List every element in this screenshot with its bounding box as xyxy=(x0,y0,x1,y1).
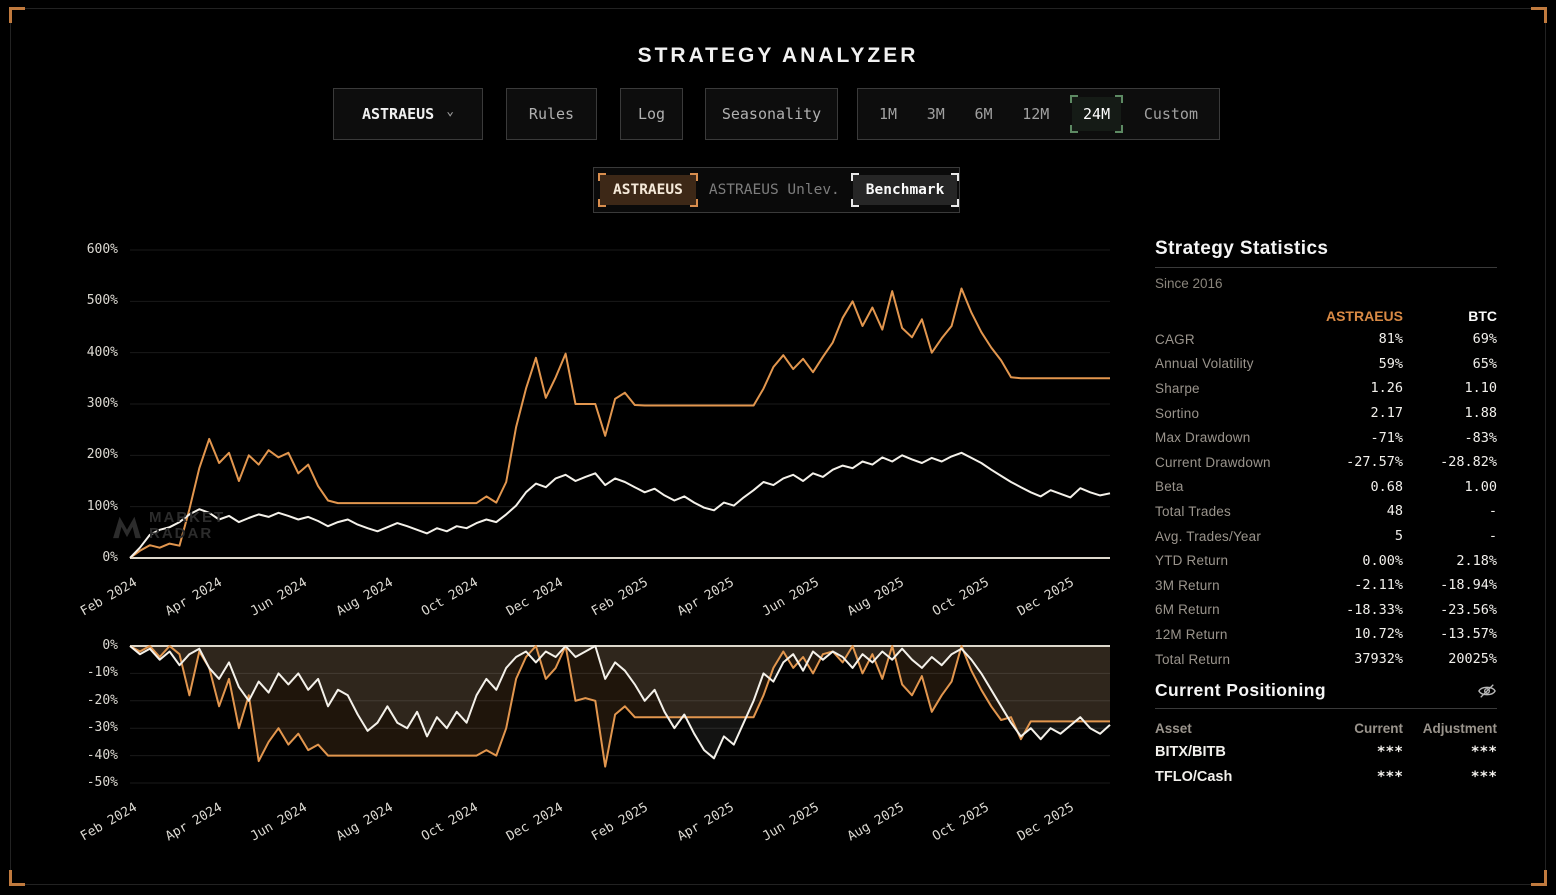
stat-row: Current Drawdown -27.57% -28.82% xyxy=(1155,454,1497,471)
chevron-down-icon: ⌄ xyxy=(446,103,455,119)
timeframe-3m[interactable]: 3M xyxy=(926,105,945,123)
corner-bracket-icon xyxy=(951,173,960,181)
position-row: BITX/BITB *** *** xyxy=(1155,743,1497,760)
legend-toggle-astraeus-unlev-[interactable]: ASTRAEUS Unlev. xyxy=(708,182,840,198)
legend-toggle-benchmark[interactable]: Benchmark xyxy=(850,173,960,207)
stat-row: Beta 0.68 1.00 xyxy=(1155,478,1497,495)
col-asset: Asset xyxy=(1155,720,1192,736)
corner-bracket-icon xyxy=(1531,870,1547,886)
stat-row: Sortino 2.17 1.88 xyxy=(1155,405,1497,422)
y-axis-tick: -10% xyxy=(86,665,118,681)
stats-col-astraeus: ASTRAEUS xyxy=(1325,308,1403,324)
frame-corner-icon xyxy=(9,7,25,23)
eye-off-icon[interactable] xyxy=(1477,682,1497,700)
y-axis-tick: 200% xyxy=(86,447,118,463)
corner-bracket-icon xyxy=(689,173,698,181)
stats-subtitle: Since 2016 xyxy=(1155,276,1223,291)
corner-bracket-icon xyxy=(598,173,606,181)
rules-button[interactable]: Rules xyxy=(506,88,597,140)
series-line-astraeus xyxy=(129,645,1110,768)
log-button[interactable]: Log xyxy=(620,88,683,140)
strategy-select-value: ASTRAEUS xyxy=(361,105,435,123)
col-current: Current xyxy=(1354,720,1403,736)
stats-header-row: ASTRAEUS BTC xyxy=(1155,305,1497,327)
timeframe-1m[interactable]: 1M xyxy=(879,105,898,123)
area-fill-astraeus xyxy=(130,646,1110,767)
corner-bracket-icon xyxy=(9,7,25,23)
corner-bracket-icon xyxy=(1070,125,1079,133)
drawdown-chart: 0% -10% -20% -30% -40% -50% Feb 2024 Apr 2024 Ju… xyxy=(58,638,1120,868)
corner-bracket-icon xyxy=(850,173,859,181)
timeframe-12m[interactable]: 12M xyxy=(1022,105,1050,123)
y-axis-tick: -40% xyxy=(86,747,118,763)
corner-bracket-icon xyxy=(1115,95,1124,103)
corner-bracket-icon xyxy=(689,199,698,207)
equity-chart: 600% 500% 400% 300% 200% 100% 0% Feb 2024 Apr 20… xyxy=(58,242,1120,642)
y-axis-tick: 300% xyxy=(86,396,118,411)
stat-row: Total Return 37932% 20025% xyxy=(1155,651,1497,668)
frame-corner-icon xyxy=(1531,870,1547,886)
corner-bracket-icon xyxy=(850,199,859,207)
corner-bracket-icon xyxy=(598,199,606,207)
watermark: MARKET RADAR xyxy=(112,510,225,542)
area-fill-benchmark xyxy=(130,646,1110,759)
corner-bracket-icon xyxy=(9,870,25,886)
cumulative-return-plot xyxy=(129,249,1111,559)
stat-row: Sharpe 1.26 1.10 xyxy=(1155,380,1497,397)
strategy-select[interactable]: ASTRAEUS ⌄ xyxy=(333,88,483,140)
watermark-line1: MARKET xyxy=(149,509,226,526)
stat-row: 6M Return -18.33% -23.56% xyxy=(1155,601,1497,618)
y-axis-tick: -20% xyxy=(86,692,118,708)
series-line-benchmark xyxy=(129,451,1111,559)
stat-row: Total Trades 48- xyxy=(1155,503,1497,520)
corner-bracket-icon xyxy=(951,199,960,207)
divider xyxy=(1155,267,1497,268)
timeframe-custom[interactable]: Custom xyxy=(1143,105,1198,123)
seasonality-button[interactable]: Seasonality xyxy=(705,88,838,140)
stats-title: Strategy Statistics xyxy=(1155,238,1329,259)
y-axis-tick: -30% xyxy=(86,720,118,736)
stat-row: 3M Return -2.11% -18.94% xyxy=(1155,577,1497,594)
y-axis-tick: 400% xyxy=(86,344,118,360)
timeframe-group: 1M 3M 6M 12M 24M Custom xyxy=(857,88,1220,140)
y-axis-tick: -50% xyxy=(86,775,118,790)
strategy-statistics-panel: Strategy Statistics Since 2016 ASTRAEUS … xyxy=(1155,238,1497,671)
frame-corner-icon xyxy=(9,870,25,886)
position-row: TFLO/Cash *** *** xyxy=(1155,768,1497,785)
y-axis-tick: 500% xyxy=(86,293,118,309)
stat-row: Annual Volatility 59% 65% xyxy=(1155,355,1497,372)
stat-row: Avg. Trades/Year 5- xyxy=(1155,528,1497,545)
stat-row: 12M Return 10.72% -13.57% xyxy=(1155,626,1497,643)
timeframe-6m[interactable]: 6M xyxy=(974,105,993,123)
page-title: STRATEGY ANALYZER xyxy=(637,44,919,67)
y-axis-tick: 100% xyxy=(86,498,118,514)
y-axis-tick: 600% xyxy=(86,242,118,257)
drawdown-plot xyxy=(129,645,1111,784)
current-positioning-panel: Current Positioning Asset Current Adjust… xyxy=(1155,680,1497,789)
corner-bracket-icon xyxy=(1115,125,1124,133)
legend-toggle-astraeus[interactable]: ASTRAEUS xyxy=(598,173,698,207)
stat-row: YTD Return 0.00% 2.18% xyxy=(1155,552,1497,569)
series-legend: ASTRAEUS ASTRAEUS Unlev. Benchmark xyxy=(593,167,960,213)
divider xyxy=(1155,708,1497,709)
positioning-header-row: Asset Current Adjustment xyxy=(1155,717,1497,739)
watermark-line2: RADAR xyxy=(149,525,214,542)
series-line-astraeus xyxy=(129,287,1110,559)
series-line-benchmark xyxy=(129,645,1111,760)
market-radar-logo-icon xyxy=(113,516,141,539)
positioning-title: Current Positioning xyxy=(1155,680,1326,700)
y-axis-tick: 0% xyxy=(102,550,118,565)
stat-row: Max Drawdown -71% -83% xyxy=(1155,429,1497,446)
corner-bracket-icon xyxy=(1531,7,1547,23)
timeframe-24m[interactable]: 24M xyxy=(1070,95,1124,133)
col-adjustment: Adjustment xyxy=(1422,720,1497,736)
stat-row: CAGR 81% 69% xyxy=(1155,331,1497,348)
frame-corner-icon xyxy=(1531,7,1547,23)
corner-bracket-icon xyxy=(1070,95,1079,103)
stats-col-btc: BTC xyxy=(1468,308,1497,324)
y-axis-tick: 0% xyxy=(102,638,118,653)
